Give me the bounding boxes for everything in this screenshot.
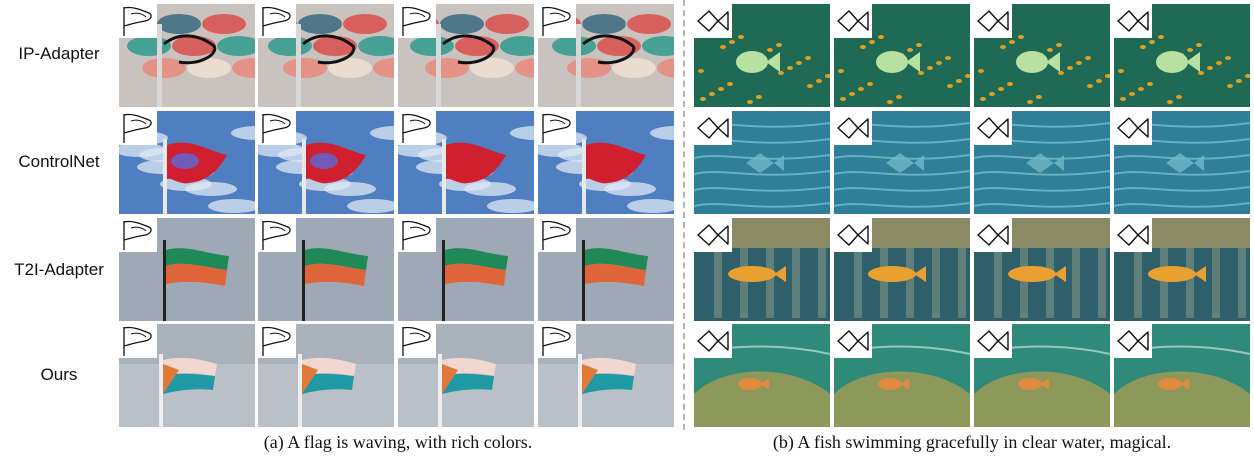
fish-image (834, 4, 970, 107)
flag-image (258, 324, 394, 427)
flag-ip-adapter-frame-2 (258, 4, 394, 107)
flag-ip-adapter-frame-3 (398, 4, 534, 107)
fish-ours-frame-4 (1114, 324, 1250, 427)
fish-t2i-adapter-frame-4 (1114, 218, 1250, 321)
flag-controlnet-frame-2 (258, 111, 394, 214)
flag-ip-adapter-frame-4 (538, 4, 674, 107)
fish-image (694, 218, 830, 321)
flag-image (538, 218, 674, 321)
flag-t2i-adapter-frame-4 (538, 218, 674, 321)
flag-image (258, 218, 394, 321)
flag-controlnet-frame-3 (398, 111, 534, 214)
flag-controlnet-frame-4 (538, 111, 674, 214)
fish-controlnet-frame-1 (694, 111, 830, 214)
fish-ours-frame-2 (834, 324, 970, 427)
section-divider (683, 0, 685, 430)
fish-image (974, 218, 1110, 321)
fish-ip-adapter-frame-2 (834, 4, 970, 107)
flag-image (258, 4, 394, 107)
flag-image (119, 4, 255, 107)
fish-image (974, 324, 1110, 427)
fish-controlnet-frame-3 (974, 111, 1110, 214)
fish-ip-adapter-frame-3 (974, 4, 1110, 107)
flag-image (119, 111, 255, 214)
row-label-ip-adapter: IP-Adapter (18, 44, 100, 63)
flag-ip-adapter-frame-1 (119, 4, 255, 107)
flag-image (119, 324, 255, 427)
fish-caption: (b) A fish swimming gracefully in clear … (772, 432, 1172, 452)
flag-ours-frame-2 (258, 324, 394, 427)
flag-image (538, 4, 674, 107)
fish-image (1114, 4, 1250, 107)
fish-image (1114, 324, 1250, 427)
flag-image (538, 324, 674, 427)
fish-image (1114, 218, 1250, 321)
fish-image (834, 111, 970, 214)
fish-ip-adapter-frame-4 (1114, 4, 1250, 107)
flag-ours-frame-1 (119, 324, 255, 427)
flag-caption: (a) A flag is waving, with rich colors. (263, 432, 533, 452)
flag-image (398, 111, 534, 214)
fish-image (834, 324, 970, 427)
fish-ours-frame-3 (974, 324, 1110, 427)
row-label-ours: Ours (40, 365, 78, 384)
fish-image (974, 111, 1110, 214)
flag-image (398, 4, 534, 107)
flag-t2i-adapter-frame-3 (398, 218, 534, 321)
flag-image (538, 111, 674, 214)
fish-t2i-adapter-frame-3 (974, 218, 1110, 321)
fish-image (694, 324, 830, 427)
flag-t2i-adapter-frame-2 (258, 218, 394, 321)
flag-controlnet-frame-1 (119, 111, 255, 214)
row-label-t2i-adapter: T2I-Adapter (14, 260, 104, 279)
fish-image (1114, 111, 1250, 214)
row-label-controlnet: ControlNet (18, 152, 100, 171)
fish-image (834, 218, 970, 321)
fish-t2i-adapter-frame-2 (834, 218, 970, 321)
flag-ours-frame-3 (398, 324, 534, 427)
flag-image (398, 324, 534, 427)
flag-t2i-adapter-frame-1 (119, 218, 255, 321)
fish-image (694, 111, 830, 214)
flag-ours-frame-4 (538, 324, 674, 427)
fish-ip-adapter-frame-1 (694, 4, 830, 107)
flag-image (119, 218, 255, 321)
fish-image (974, 4, 1110, 107)
flag-image (398, 218, 534, 321)
fish-image (694, 4, 830, 107)
flag-image (258, 111, 394, 214)
fish-t2i-adapter-frame-1 (694, 218, 830, 321)
fish-controlnet-frame-2 (834, 111, 970, 214)
fish-ours-frame-1 (694, 324, 830, 427)
fish-controlnet-frame-4 (1114, 111, 1250, 214)
